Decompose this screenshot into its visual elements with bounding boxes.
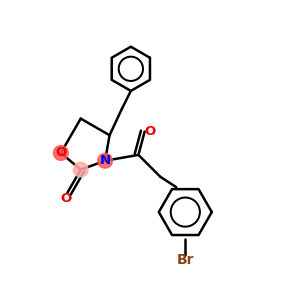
Text: N: N xyxy=(100,154,111,167)
Text: Br: Br xyxy=(177,253,194,267)
Text: O: O xyxy=(144,125,156,138)
Text: O: O xyxy=(60,192,72,205)
Circle shape xyxy=(53,146,68,160)
Circle shape xyxy=(74,162,88,177)
Text: O: O xyxy=(55,146,67,160)
Circle shape xyxy=(98,153,112,168)
